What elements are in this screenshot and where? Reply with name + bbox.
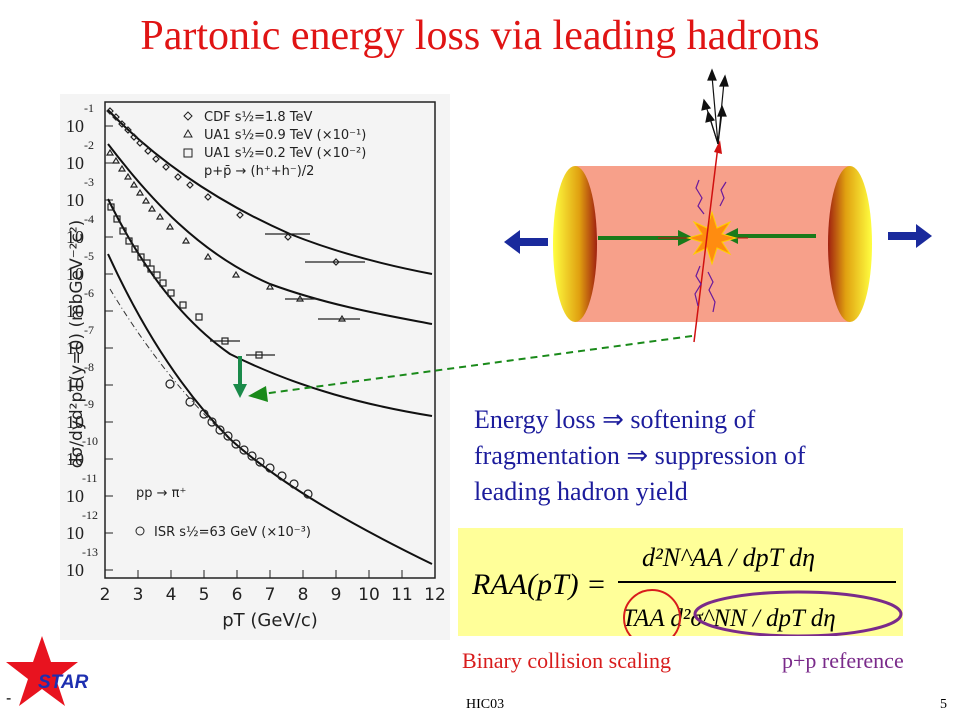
- y-tick-4-exp: -4: [84, 212, 94, 226]
- x-tick-2: 2: [100, 585, 111, 605]
- page-number: 5: [940, 697, 947, 712]
- y-tick-2: 10: [66, 153, 84, 173]
- legend-pp-pi: pp → π⁺: [136, 486, 186, 501]
- binary-scaling-circle: [623, 589, 681, 636]
- formula-lhs: RAA(pT) =: [471, 568, 606, 601]
- tube-left-cap: [553, 166, 597, 322]
- x-tick-8: 8: [298, 585, 309, 605]
- plot-ylabel: dσ/dyd²pT(y=0) (mbGeV⁻²c²): [67, 220, 87, 469]
- star-icon: [6, 636, 78, 706]
- legend-isr: ISR s½=63 GeV (×10⁻³): [154, 525, 311, 540]
- x-tick-6: 6: [232, 585, 243, 605]
- pp-reference-ellipse: [693, 590, 903, 636]
- slide-title: Partonic energy loss via leading hadrons: [140, 13, 820, 59]
- y-tick-13: 10: [66, 560, 84, 580]
- energy-loss-text: Energy loss ⇒ softening of fragmentation…: [474, 402, 914, 510]
- raa-formula-box: RAA(pT) = d²N^AA / dpT dη TAA d²σ^NN / d…: [458, 528, 903, 636]
- data-points-isr: [165, 379, 313, 499]
- data-points-ua1-02: [107, 203, 275, 359]
- eloss-line-1: Energy loss ⇒ softening of: [474, 405, 756, 434]
- y-tick-6: 10: [66, 301, 84, 321]
- legend-square-icon: [183, 148, 193, 158]
- legend-circle-icon: [135, 526, 145, 536]
- fit-curve-ua1-02: [107, 198, 433, 417]
- y-tick-9: 10: [66, 412, 84, 432]
- y-tick-10-exp: -10: [82, 434, 98, 448]
- y-tick-12-exp: -12: [82, 508, 98, 522]
- legend-ua1-09: UA1 s½=0.9 TeV (×10⁻¹): [204, 128, 366, 143]
- y-tick-1: 10: [66, 116, 84, 136]
- y-tick-6-exp: -6: [84, 286, 94, 300]
- star-logo-text: STAR: [38, 672, 89, 693]
- x-tick-12: 12: [424, 585, 446, 605]
- legend-triangle-icon: [183, 128, 193, 138]
- y-tick-2-exp: -2: [84, 138, 94, 152]
- y-tick-13-exp: -13: [82, 545, 98, 559]
- y-tick-5: 10: [66, 264, 84, 284]
- x-tick-4: 4: [166, 585, 177, 605]
- formula-numerator: d²N^AA / dpT dη: [642, 543, 815, 572]
- left-blue-arrow-icon: [504, 230, 548, 254]
- collision-diagram: [504, 68, 932, 343]
- eloss-line-3: leading hadron yield: [474, 477, 688, 506]
- legend-ppbar: p+p̄ → (h⁺+h⁻)/2: [204, 164, 314, 179]
- footer-dash: -: [6, 690, 12, 707]
- tube-right-cap: [828, 166, 872, 322]
- fragment-arrows-icon: [701, 68, 729, 145]
- x-tick-11: 11: [391, 585, 413, 605]
- jet-line: [693, 145, 719, 343]
- x-tick-5: 5: [199, 585, 210, 605]
- y-tick-11-exp: -11: [82, 471, 98, 485]
- pp-reference-label: p+p reference: [782, 648, 904, 673]
- formula-denominator: TAA d²σ^NN / dpT dη: [622, 605, 836, 632]
- y-tick-4: 10: [66, 227, 84, 247]
- y-tick-1-exp: -1: [84, 101, 94, 115]
- plot-xlabel: pT (GeV/c): [222, 610, 317, 631]
- footer-conference: HIC03: [466, 697, 505, 712]
- binary-collision-label: Binary collision scaling: [462, 648, 671, 673]
- eloss-line-2: fragmentation ⇒ suppression of: [474, 441, 806, 470]
- y-tick-9-exp: -9: [84, 397, 94, 411]
- x-tick-9: 9: [331, 585, 342, 605]
- raa-formula: RAA(pT) = d²N^AA / dpT dη TAA d²σ^NN / d…: [471, 543, 903, 636]
- data-points-ua1-09: [105, 148, 360, 322]
- spectra-plot-svg: dσ/dyd²pT(y=0) (mbGeV⁻²c²) 10 -1 10 -2 1…: [66, 101, 446, 631]
- y-tick-12: 10: [66, 523, 84, 543]
- soft-tracks: [694, 179, 727, 313]
- legend-diamond-icon: [183, 111, 193, 121]
- x-tick-7: 7: [265, 585, 276, 605]
- y-tick-3-exp: -3: [84, 175, 94, 189]
- y-tick-10: 10: [66, 449, 84, 469]
- right-blue-arrow-icon: [888, 224, 932, 248]
- connector-arrow: [248, 335, 693, 402]
- data-points-cdf: [106, 107, 365, 266]
- y-tick-11: 10: [66, 486, 84, 506]
- y-tick-7: 10: [66, 338, 84, 358]
- y-tick-8-exp: -8: [84, 360, 94, 374]
- x-tick-3: 3: [133, 585, 144, 605]
- y-tick-8: 10: [66, 375, 84, 395]
- y-tick-7-exp: -7: [84, 323, 94, 337]
- dashdot-curve-pi: [109, 288, 231, 440]
- legend-cdf: CDF s½=1.8 TeV: [204, 110, 312, 125]
- suppression-arrow-icon: [233, 356, 247, 398]
- y-tick-3: 10: [66, 190, 84, 210]
- y-tick-5-exp: -5: [84, 249, 94, 263]
- x-tick-10: 10: [358, 585, 380, 605]
- spectra-plot: dσ/dyd²pT(y=0) (mbGeV⁻²c²) 10 -1 10 -2 1…: [60, 94, 450, 640]
- legend-ua1-02: UA1 s½=0.2 TeV (×10⁻²): [204, 146, 366, 161]
- collision-burst-icon: [686, 210, 738, 266]
- connector-arrowhead-icon: [248, 386, 268, 402]
